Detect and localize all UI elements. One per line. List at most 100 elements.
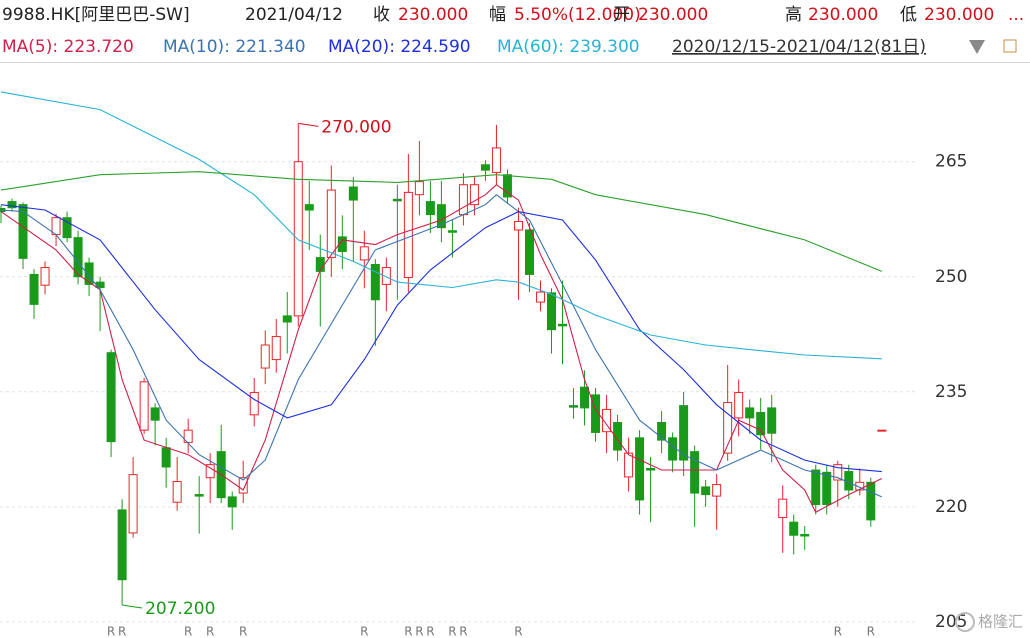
candle-body (723, 402, 733, 454)
field-label: 开 (613, 5, 630, 25)
candle-body (547, 292, 556, 331)
annotation-arrow (122, 604, 143, 609)
candle-body (139, 381, 149, 431)
date: 2021/04/12 (245, 5, 343, 25)
candle-body (227, 496, 237, 508)
r-marker: R (184, 625, 192, 638)
field-value: 230.000 (638, 5, 708, 25)
candle-body (447, 230, 457, 233)
field-label: 低 (900, 5, 917, 25)
candle-body (436, 204, 446, 229)
watermark-logo (955, 612, 975, 632)
candle-body (194, 494, 204, 497)
candle-body (745, 407, 755, 419)
ma-line (0, 183, 883, 513)
candle-body (789, 521, 799, 536)
candle-body (635, 437, 645, 501)
candle-body (679, 405, 689, 461)
field-label: 收 (373, 5, 390, 25)
candle-body (591, 394, 601, 433)
candle-body (877, 429, 887, 432)
candle-body (734, 392, 744, 419)
y-tick-label: 205 (935, 612, 967, 632)
candle-body (458, 184, 468, 216)
ma-line (0, 171, 883, 272)
r-marker: R (459, 625, 467, 638)
field-value: 5.50%(12.000) (514, 5, 641, 25)
r-marker: R (239, 625, 247, 638)
candle-body (381, 267, 391, 285)
field-value: 230.000 (398, 5, 468, 25)
candle-body (238, 477, 248, 494)
r-marker: R (834, 625, 842, 638)
y-tick-label: 235 (935, 382, 967, 402)
r-marker: R (415, 625, 423, 638)
candle-body (205, 464, 215, 479)
candle-body (613, 421, 623, 451)
candle-body (128, 474, 138, 534)
candle-body (558, 323, 568, 327)
legend-entry: MA(20): 224.590 (328, 37, 471, 57)
r-marker: R (448, 625, 456, 638)
settings-icon[interactable] (1003, 39, 1017, 53)
field-label: 幅 (489, 5, 506, 25)
candle-body (326, 189, 336, 259)
field-value: 230.000 (924, 5, 994, 25)
candle-body (569, 405, 579, 408)
candle-body (767, 407, 777, 434)
r-marker: R (404, 625, 412, 638)
candle-body (7, 201, 17, 209)
candle-body (491, 147, 501, 173)
candle-body (40, 267, 50, 286)
annotation-arrow (298, 122, 319, 127)
candle-body (106, 352, 116, 443)
r-marker: R (514, 625, 522, 638)
candle-body (756, 412, 766, 436)
dropdown-arrow[interactable] (969, 40, 985, 54)
symbol: 9988.HK[阿里巴巴-SW] (2, 5, 190, 25)
candle-body (701, 486, 711, 496)
candle-body (580, 386, 590, 409)
candle-body (778, 498, 788, 519)
candle-body (425, 201, 435, 216)
candle-body (822, 471, 832, 506)
r-marker: R (206, 625, 214, 638)
annotation-label: 270.000 (321, 117, 391, 137)
date-range[interactable]: 2020/12/15-2021/04/12(81日) (672, 37, 926, 57)
candle-body (359, 246, 369, 261)
candle-body (535, 291, 545, 303)
candle-body (271, 336, 281, 361)
candle-body (712, 484, 722, 497)
watermark-text: 格隆汇 (978, 613, 1023, 631)
candle-body (602, 408, 612, 433)
candle-body (249, 392, 259, 416)
candle-body (469, 184, 479, 206)
candle-body (348, 186, 358, 201)
more[interactable]: ... (1008, 5, 1024, 25)
candle-body (502, 174, 512, 198)
candle-body (833, 464, 843, 481)
candle-body (414, 181, 424, 196)
candle-body (811, 469, 821, 506)
r-marker: R (426, 625, 434, 638)
watermark: 格隆汇 (955, 612, 1023, 632)
candle-body (624, 452, 634, 478)
y-tick-label: 220 (935, 497, 967, 517)
y-tick-label: 265 (935, 152, 967, 172)
candle-body (161, 447, 171, 468)
candle-body (117, 509, 127, 581)
candle-body (866, 481, 876, 521)
r-marker: R (360, 625, 368, 638)
ma-line (0, 204, 882, 473)
candle-body (293, 161, 303, 317)
candle-body (84, 262, 94, 285)
field-label: 高 (785, 5, 802, 25)
candle-body (337, 236, 347, 252)
ma-line (0, 91, 882, 360)
annotation-label: 207.200 (145, 599, 215, 619)
candle-body (646, 467, 656, 471)
r-marker: R (118, 625, 126, 638)
candle-body (18, 204, 28, 259)
